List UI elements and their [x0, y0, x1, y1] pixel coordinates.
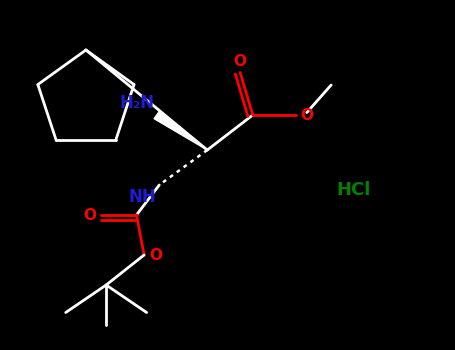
Text: O: O [233, 54, 247, 69]
Text: NH: NH [129, 188, 157, 205]
Text: O: O [149, 247, 162, 262]
Text: O: O [300, 107, 313, 122]
Polygon shape [154, 111, 207, 150]
Text: O: O [83, 208, 96, 223]
Text: H₂N: H₂N [119, 94, 154, 112]
Text: HCl: HCl [337, 181, 371, 199]
